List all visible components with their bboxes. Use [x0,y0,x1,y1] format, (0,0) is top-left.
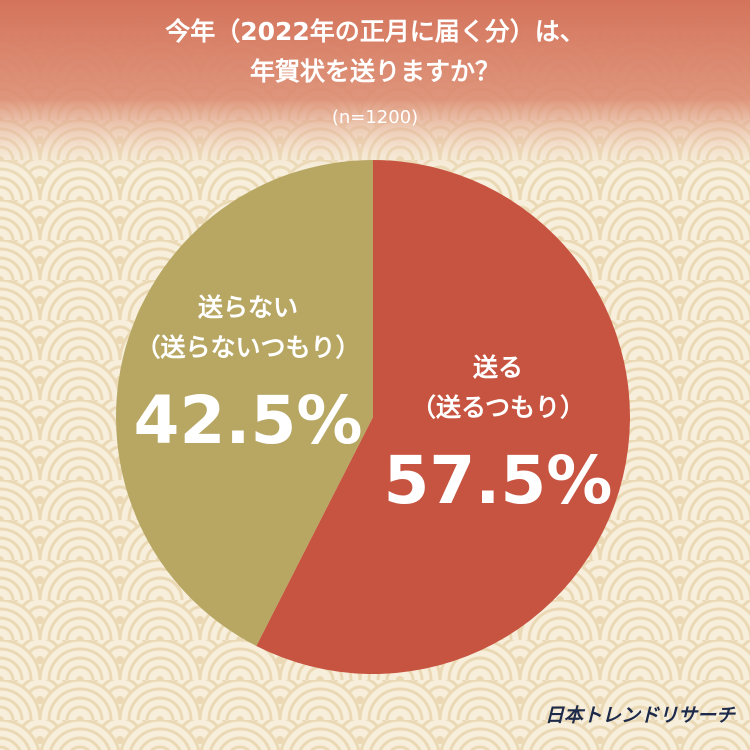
pie [116,160,630,674]
value-label: 42.5% [134,382,363,459]
value-label: 57.5% [383,442,612,519]
chart-title: 年賀状を送りますか？ [250,57,500,86]
chart-subtitle: (n=1200) [332,107,418,128]
slice-label: 送らない [198,293,298,322]
header-band [0,0,750,180]
slice-label-note: （送るつもり） [411,393,585,422]
source: 日本トレンドリサーチ [545,705,736,727]
chart-title: 今年（2022年の正月に届く分）は、 [165,17,585,46]
pie-slice [256,160,630,674]
slice-label-note: （送らないつもり） [136,333,361,362]
pie-slice [116,160,374,646]
slice-label: 送る [473,353,523,382]
